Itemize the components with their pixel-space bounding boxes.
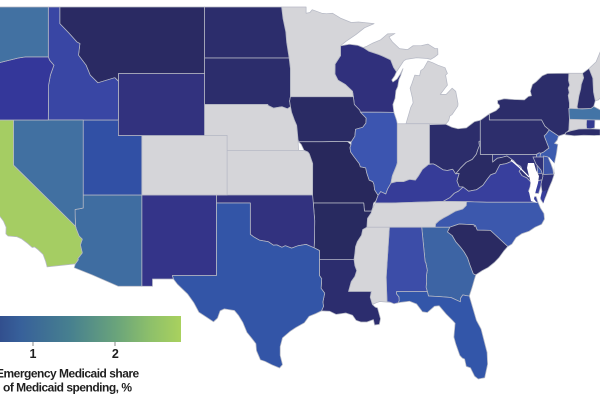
svg-text:of Medicaid spending, %: of Medicaid spending, % (3, 381, 132, 395)
svg-text:1: 1 (30, 347, 37, 361)
svg-text:2: 2 (112, 347, 119, 361)
svg-text:Emergency Medicaid share: Emergency Medicaid share (0, 367, 140, 381)
